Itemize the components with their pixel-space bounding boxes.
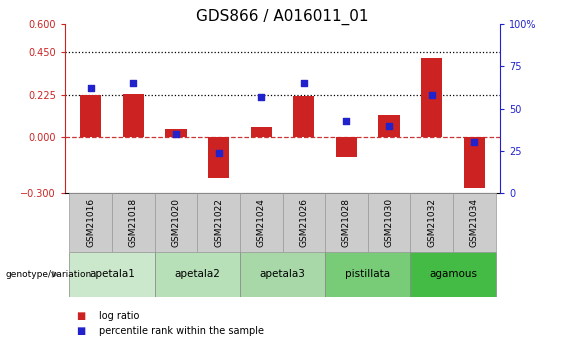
Bar xyxy=(80,95,101,137)
Bar xyxy=(464,137,485,188)
Text: GSM21028: GSM21028 xyxy=(342,198,351,247)
Point xyxy=(257,94,266,100)
Bar xyxy=(155,252,240,297)
Point xyxy=(385,123,394,128)
Text: apetala1: apetala1 xyxy=(89,269,135,279)
Bar xyxy=(282,193,325,252)
Bar xyxy=(453,193,496,252)
Point xyxy=(470,140,479,145)
Text: GSM21026: GSM21026 xyxy=(299,198,308,247)
Bar xyxy=(421,58,442,137)
Text: GSM21016: GSM21016 xyxy=(86,198,95,247)
Bar xyxy=(250,127,272,137)
Text: agamous: agamous xyxy=(429,269,477,279)
Text: GSM21020: GSM21020 xyxy=(171,198,180,247)
Text: GSM21030: GSM21030 xyxy=(385,198,394,247)
Text: apetala2: apetala2 xyxy=(174,269,220,279)
Bar xyxy=(155,193,197,252)
Text: ■: ■ xyxy=(76,311,85,321)
Text: ■: ■ xyxy=(76,326,85,336)
Point xyxy=(129,81,138,86)
Text: GSM21032: GSM21032 xyxy=(427,198,436,247)
Bar xyxy=(325,252,410,297)
Bar xyxy=(208,137,229,178)
Bar xyxy=(240,193,282,252)
Text: GSM21034: GSM21034 xyxy=(470,198,479,247)
Point xyxy=(299,81,308,86)
Bar xyxy=(410,193,453,252)
Bar xyxy=(293,97,315,137)
Bar xyxy=(197,193,240,252)
Text: GDS866 / A016011_01: GDS866 / A016011_01 xyxy=(196,9,369,25)
Text: GSM21022: GSM21022 xyxy=(214,198,223,247)
Text: GSM21018: GSM21018 xyxy=(129,198,138,247)
Text: pistillata: pistillata xyxy=(345,269,390,279)
Bar xyxy=(336,137,357,157)
Bar xyxy=(368,193,410,252)
Point xyxy=(171,131,180,137)
Bar xyxy=(379,115,400,137)
Bar xyxy=(112,193,155,252)
Text: log ratio: log ratio xyxy=(99,311,139,321)
Bar xyxy=(69,252,155,297)
Bar xyxy=(410,252,496,297)
Point xyxy=(427,92,436,98)
Text: genotype/variation: genotype/variation xyxy=(6,270,92,279)
Bar xyxy=(69,193,112,252)
Bar xyxy=(240,252,325,297)
Text: GSM21024: GSM21024 xyxy=(257,198,266,247)
Bar xyxy=(123,94,144,137)
Bar xyxy=(325,193,368,252)
Point xyxy=(86,86,95,91)
Text: apetala3: apetala3 xyxy=(259,269,306,279)
Point xyxy=(342,118,351,123)
Point xyxy=(214,150,223,155)
Text: percentile rank within the sample: percentile rank within the sample xyxy=(99,326,264,336)
Bar xyxy=(165,129,186,137)
